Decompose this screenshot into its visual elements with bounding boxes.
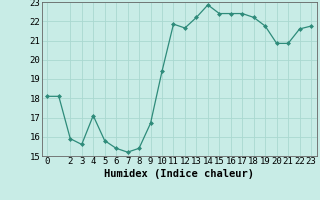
X-axis label: Humidex (Indice chaleur): Humidex (Indice chaleur) [104,169,254,179]
